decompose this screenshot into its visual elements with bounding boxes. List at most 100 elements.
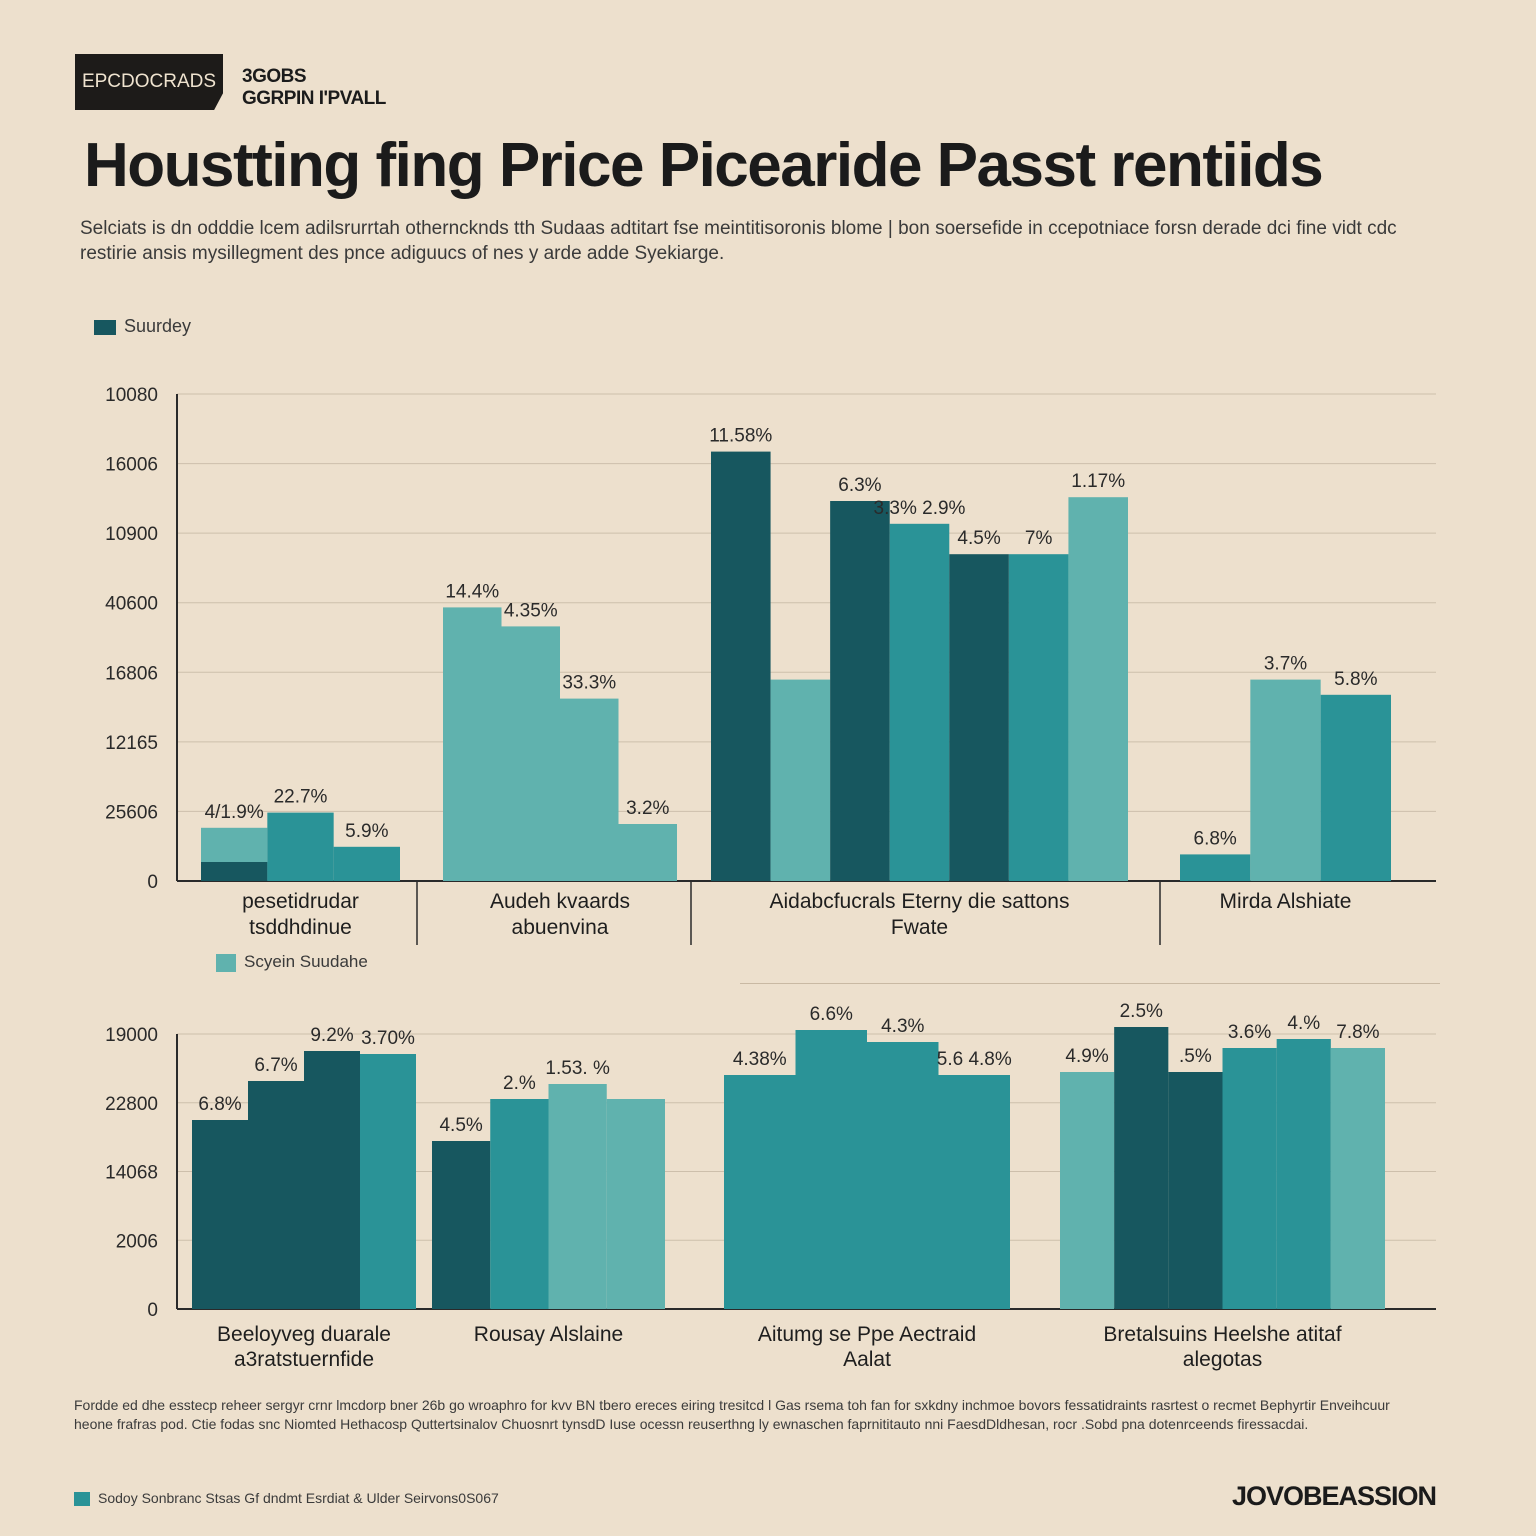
bar: [1168, 1072, 1223, 1309]
bar-data-label: 6.3%: [838, 475, 881, 496]
bar-data-label: 4/1.9%: [205, 802, 264, 823]
legend-swatch: [216, 953, 236, 972]
bar-data-label: 2.%: [503, 1073, 536, 1094]
bar-data-label: 7.8%: [1336, 1022, 1379, 1043]
bar: [949, 554, 1009, 881]
y-tick-label: 12165: [105, 733, 158, 754]
y-tick-label: 10080: [105, 385, 158, 406]
bar: [724, 1075, 796, 1309]
legend-bottom: Scyein Suudahe: [216, 952, 368, 972]
bar: [1180, 854, 1251, 881]
y-tick-label: 19000: [105, 1025, 158, 1046]
bar: [1222, 1048, 1277, 1309]
category-label: Bretalsuins Heelshe atitaf: [1103, 1323, 1341, 1346]
bar: [360, 1054, 416, 1309]
bar-data-label: 14.4%: [445, 581, 499, 602]
bar-data-label: 5.6 4.8%: [937, 1049, 1012, 1070]
section-divider: [740, 983, 1440, 984]
category-label: Rousay Alslaine: [474, 1323, 623, 1346]
bar-data-label: 3.7%: [1264, 654, 1307, 675]
y-tick-label: 14068: [105, 1163, 158, 1184]
category-label: alegotas: [1183, 1348, 1262, 1371]
bar-data-label: 4.35%: [504, 600, 558, 621]
bar-data-label: 4.%: [1287, 1013, 1320, 1034]
bar: [1114, 1027, 1169, 1309]
source-line: Sodoy Sonbranc Stsas Gf dndmt Esrdiat & …: [74, 1490, 499, 1507]
brand-line-1: 3GOBS: [242, 66, 307, 87]
bar: [432, 1141, 491, 1309]
category-label: pesetidrudar: [242, 890, 359, 913]
bar: [192, 1120, 248, 1309]
footnote: Fordde ed dhe esstecp reheer sergyr crnr…: [74, 1397, 1390, 1432]
legend-label: Scyein Suudahe: [244, 952, 368, 971]
bar: [1008, 554, 1069, 881]
y-tick-label: 0: [147, 872, 158, 893]
bar-data-label: 33.3%: [562, 673, 616, 694]
top-bar-chart: 0 25606 12165 16806 40600 10900 16006 10080 4/1.…: [105, 385, 1436, 945]
category-label: Aitumg se Ppe Aectraid: [758, 1323, 976, 1346]
source-text: Sodoy Sonbranc Stsas Gf dndmt Esrdiat & …: [98, 1490, 499, 1506]
bar-data-label: 2.5%: [1120, 1001, 1163, 1022]
bar-data-label: 3.6%: [1228, 1022, 1271, 1043]
bar-data-label: 5.8%: [1334, 669, 1377, 690]
bar: [1320, 694, 1391, 881]
bar-data-label: 4.9%: [1065, 1046, 1108, 1067]
bar: [1250, 679, 1321, 881]
bar: [711, 451, 771, 881]
bar: [304, 1051, 360, 1309]
bar: [201, 862, 268, 881]
brand-line-2: GGRPIN I'PVALL: [242, 88, 386, 109]
bar-data-label: 11.58%: [709, 426, 772, 447]
category-label: Audeh kvaards: [490, 890, 630, 913]
bar-data-label: 3.2%: [626, 798, 669, 819]
bar-data-label: 3.3% 2.9%: [874, 498, 966, 519]
publisher-logo: JOVOBEASSION: [1232, 1481, 1437, 1511]
category-label: Aalat: [843, 1348, 891, 1371]
y-tick-label: 16806: [105, 663, 158, 684]
bar-data-label: 22.7%: [274, 787, 328, 808]
category-label: a3ratstuernfide: [234, 1348, 374, 1371]
bar: [618, 824, 677, 881]
page-title: Houstting fing Price Picearide Passt ren…: [84, 131, 1324, 200]
y-tick-label: 16006: [105, 455, 158, 476]
category-label: abuenvina: [512, 916, 609, 939]
bar-data-label: 9.2%: [310, 1025, 353, 1046]
bar: [795, 1030, 867, 1309]
bar: [606, 1099, 665, 1309]
bar: [548, 1084, 607, 1309]
bar-data-label: 3.70%: [361, 1028, 415, 1049]
legend-label: Suurdey: [124, 316, 192, 336]
bar: [1060, 1072, 1115, 1309]
bar-data-label: 7%: [1025, 528, 1053, 549]
bar: [267, 812, 334, 881]
y-tick-label: 40600: [105, 594, 158, 615]
bar: [867, 1042, 939, 1309]
bar-data-label: 1.53. %: [545, 1058, 610, 1079]
bar: [938, 1075, 1010, 1309]
bar-data-label: 4.5%: [957, 528, 1000, 549]
bar: [333, 846, 400, 881]
category-label: Mirda Alshiate: [1220, 890, 1352, 913]
bar-data-label: 6.6%: [810, 1004, 853, 1025]
brand-block: 3GOBS GGRPIN I'PVALL: [242, 66, 386, 110]
bar-data-label: 6.7%: [254, 1055, 297, 1076]
y-tick-label: 22800: [105, 1094, 158, 1115]
bar-data-label: 6.8%: [198, 1094, 241, 1115]
legend-top: Suurdey: [94, 316, 191, 337]
category-label: Beeloyveg duarale: [217, 1323, 391, 1346]
bar-data-label: 1.17%: [1071, 471, 1125, 492]
source-swatch: [74, 1492, 90, 1507]
bar: [770, 679, 831, 881]
category-label: Fwate: [891, 916, 948, 939]
y-tick-label: 0: [147, 1300, 158, 1321]
bar: [1330, 1048, 1385, 1309]
bar-data-label: 4.5%: [439, 1115, 482, 1136]
bar: [560, 698, 619, 881]
y-tick-label: 25606: [105, 802, 158, 823]
bottom-bar-chart: 0 2006 14068 22800 19000 6.8% 6.7% 9.2% 3.70% Bee…: [105, 1001, 1436, 1371]
bar-data-label: 6.8%: [1194, 828, 1237, 849]
bar: [443, 607, 502, 881]
bar: [501, 626, 560, 881]
bar: [248, 1081, 304, 1309]
bar: [1276, 1039, 1331, 1309]
